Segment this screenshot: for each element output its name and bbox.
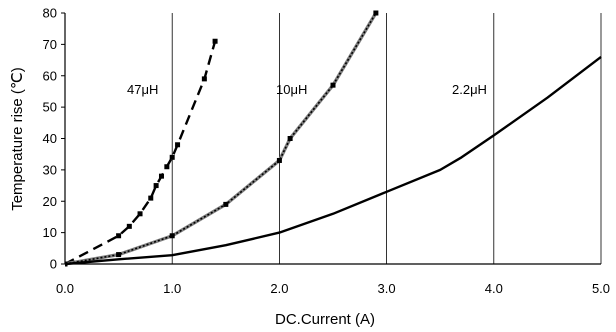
series-10uh-marker	[116, 252, 122, 258]
series-47uh-marker	[164, 164, 170, 170]
series-lines	[65, 10, 602, 267]
series-10uh-marker	[373, 10, 379, 16]
series-10uh-marker	[287, 136, 293, 141]
series-47uh-marker	[169, 154, 175, 160]
series-47uh-marker	[158, 173, 164, 179]
series-47uh-marker	[116, 233, 122, 239]
series-47uh-line	[65, 40, 217, 266]
y-tick-label: 80	[43, 6, 57, 21]
x-tick-label: 3.0	[378, 281, 396, 296]
y-axis-title: Temperature rise (℃)	[9, 67, 26, 211]
series-47uh-marker	[148, 195, 154, 201]
x-tick-label: 1.0	[163, 281, 181, 296]
x-tick-label: 5.0	[592, 281, 610, 296]
series-10uh-marker	[330, 82, 336, 88]
series-label-10uh: 10μH	[276, 82, 307, 97]
y-tick-label: 10	[43, 225, 57, 240]
series-2-2uh-line	[65, 55, 602, 266]
series-10uh-band	[65, 12, 378, 266]
tick-labels: 0.0 1.0 2.0 3.0 4.0 5.0 0 10 20 30 40 50 60 70 80	[43, 6, 611, 297]
x-tick-label: 4.0	[485, 281, 503, 296]
y-tick-label: 50	[43, 100, 57, 115]
series-47uh-marker	[137, 211, 143, 217]
y-tick-label: 60	[43, 68, 57, 83]
grid-lines	[171, 13, 602, 264]
y-tick-label: 70	[43, 37, 57, 52]
y-tick-label: 0	[50, 257, 57, 272]
x-tick-label: 0.0	[56, 281, 74, 296]
series-label-2-2uh: 2.2μH	[452, 82, 487, 97]
series-10uh-line	[65, 12, 377, 265]
series-10uh-marker	[276, 157, 282, 163]
series-47uh-marker	[153, 183, 159, 189]
series-47uh-marker	[212, 38, 218, 44]
y-tick-label: 40	[43, 131, 57, 146]
series-label-47uh: 47μH	[127, 82, 158, 97]
series-47uh-marker	[175, 142, 181, 148]
series-47uh-marker	[126, 223, 132, 229]
y-tick-label: 20	[43, 194, 57, 209]
x-tick-label: 2.0	[270, 281, 288, 296]
series-47uh-marker	[201, 76, 207, 82]
axes	[61, 12, 601, 265]
series-10uh-marker	[169, 233, 175, 239]
x-axis-title: DC.Current (A)	[275, 311, 375, 328]
y-tick-label: 30	[43, 162, 57, 177]
series-10uh-marker	[223, 201, 229, 207]
